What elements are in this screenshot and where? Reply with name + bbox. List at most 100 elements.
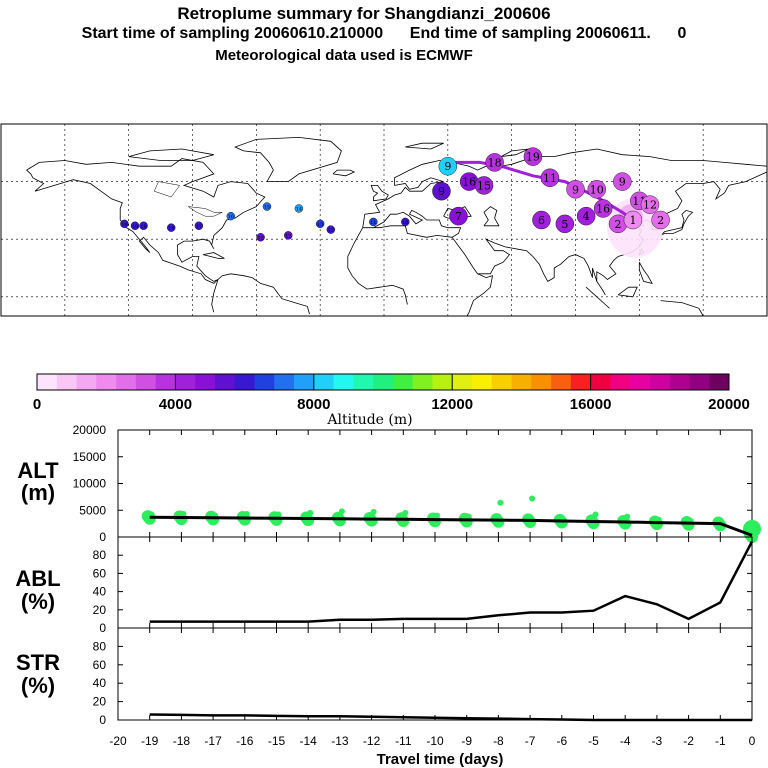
cluster-label: 15 [264, 205, 270, 211]
abl-panel: 80 60 40 20 0 [93, 536, 754, 635]
altitude-cluster-dot [275, 511, 282, 518]
cluster-circle [139, 221, 148, 230]
cluster-marker: 13 [315, 219, 325, 229]
cluster-label: 1 [629, 214, 636, 227]
cluster-marker: 16 [593, 199, 613, 218]
colorbar-swatch [610, 374, 631, 390]
cluster-marker: 12 [640, 195, 660, 214]
colorbar-tick-label: 16000 [570, 396, 612, 413]
y-tick-label: 40 [93, 676, 107, 690]
cluster-circle [474, 176, 494, 195]
cluster-circle [432, 181, 451, 201]
coastline [660, 209, 694, 236]
cluster-label: 13 [317, 222, 323, 228]
cluster-circle [369, 217, 378, 227]
coastline [362, 148, 768, 228]
colorbar-swatch [471, 374, 493, 390]
x-tick-label: -6 [556, 734, 567, 748]
colorbar-swatch [195, 374, 216, 390]
colorbar-swatch [491, 374, 512, 390]
colorbar-tick-label: 0 [33, 396, 41, 413]
cluster-marker: 7 [449, 206, 468, 226]
x-tick-label: -13 [331, 734, 349, 748]
colorbar-swatch [254, 374, 275, 390]
cluster-label: 6 [538, 214, 545, 227]
altitude-cluster-dot [302, 514, 315, 527]
cluster-label: 9 [438, 185, 445, 198]
alt-unit: (m) [21, 480, 55, 505]
x-tick-label: -10 [426, 734, 444, 748]
cluster-label: 2 [615, 218, 622, 231]
coastline [638, 262, 653, 284]
cluster-circle [532, 210, 551, 230]
colorbar-tick-label: 4000 [159, 396, 192, 413]
x-tick-label: -18 [173, 734, 191, 748]
altitude-cluster-dot [370, 508, 377, 515]
colorbar-swatch [452, 374, 473, 390]
cluster-marker: 9 [613, 172, 632, 191]
colorbar-swatch [76, 374, 97, 390]
cluster-label: 16 [228, 214, 234, 220]
cluster-marker: 1 [623, 210, 643, 230]
cluster-circle [167, 223, 176, 232]
cluster-circle [576, 206, 596, 226]
cluster-label: 12 [328, 228, 334, 234]
y-tick-label: 20 [93, 603, 107, 617]
colorbar-label: Altitude (m) [326, 412, 412, 428]
cluster-marker: 2 [608, 214, 628, 234]
altitude-cluster-dot [180, 510, 187, 517]
y-tick-label: 60 [93, 566, 107, 580]
coastline [347, 227, 408, 305]
y-tick-label: 80 [93, 548, 107, 562]
chart-title: Retroplume summary for Shangdianzi_20060… [177, 4, 551, 23]
cluster-marker: 5 [555, 214, 575, 234]
altitude-cluster-dot [524, 516, 537, 529]
colorbar-swatch [689, 374, 710, 390]
alt-panel: 20000 15000 10000 5000 0 [73, 423, 761, 544]
colorbar-swatch [551, 374, 572, 390]
colorbar-tick-label: 20000 [708, 396, 750, 413]
colorbar-swatch [709, 374, 730, 390]
x-tick-label: -3 [652, 734, 663, 748]
colorbar-swatch [392, 374, 413, 390]
x-tick-label: -15 [268, 734, 286, 748]
x-tick-label: -14 [300, 734, 318, 748]
colorbar-swatch [630, 374, 651, 390]
altitude-cluster-dot [497, 499, 504, 506]
x-tick-label: 0 [749, 734, 756, 748]
cluster-marker: 12 [326, 225, 336, 234]
cluster-label: 12 [285, 233, 291, 239]
alt-label: ALT [17, 458, 59, 483]
x-tick-label: -20 [109, 734, 127, 748]
met-data-label: Meteorological data used is ECMWF [215, 47, 473, 64]
y-tick-label: 60 [93, 658, 107, 672]
cluster-label: 18 [132, 224, 138, 230]
altitude-cluster-dot [434, 512, 440, 519]
coastline [451, 237, 598, 282]
cluster-marker: 17 [194, 221, 204, 230]
altitude-cluster-dot [402, 509, 409, 516]
colorbar-swatch [373, 374, 394, 390]
cluster-label: 9 [444, 160, 451, 173]
colorbar-swatch [333, 374, 354, 390]
x-axis-label: Travel time (days) [377, 751, 504, 768]
cluster-label: 17 [196, 224, 202, 230]
cluster-marker: 16 [226, 211, 236, 221]
cluster-marker: 11 [540, 168, 560, 187]
cluster-marker: 6 [532, 210, 551, 230]
colorbar-swatch [56, 374, 77, 390]
colorbar-swatch [214, 374, 236, 390]
altitude-cluster-dot [307, 509, 314, 516]
colorbar-swatch [412, 374, 433, 390]
median-altitude-line [149, 515, 753, 537]
colorbar-swatch [155, 374, 176, 390]
cluster-label: 18 [168, 226, 174, 232]
cluster-marker: 19 [120, 219, 129, 229]
cluster-circle [438, 157, 458, 176]
colorbar-swatch [432, 374, 453, 390]
coastline [362, 209, 462, 238]
coastline [660, 300, 704, 317]
coastline [466, 273, 494, 317]
cluster-circle [284, 231, 293, 240]
